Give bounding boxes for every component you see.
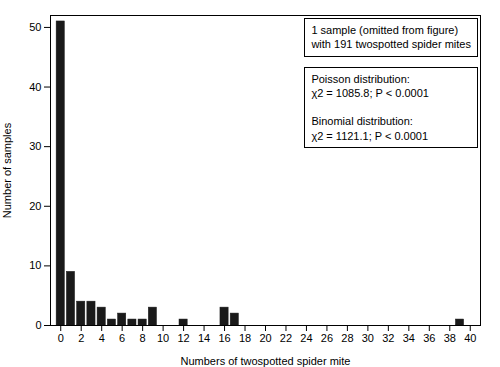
svg-text:20: 20 bbox=[29, 200, 41, 212]
svg-text:Number of samples: Number of samples bbox=[1, 122, 13, 218]
svg-text:40: 40 bbox=[29, 81, 41, 93]
svg-text:34: 34 bbox=[403, 332, 415, 344]
html-text:1 sample (omitted from figure): 1 sample (omitted from figure) with 191 … bbox=[311, 24, 471, 51]
html-text:Poisson distribution: χ2 = 108: Poisson distribution: χ2 = 1085.8; P < 0… bbox=[311, 72, 429, 142]
svg-text:0: 0 bbox=[35, 319, 41, 331]
svg-text:50: 50 bbox=[29, 21, 41, 33]
svg-text:2: 2 bbox=[78, 332, 84, 344]
svg-text:28: 28 bbox=[341, 332, 353, 344]
svg-text:32: 32 bbox=[382, 332, 394, 344]
svg-text:20: 20 bbox=[259, 332, 271, 344]
svg-text:36: 36 bbox=[423, 332, 435, 344]
svg-text:30: 30 bbox=[29, 140, 41, 152]
svg-text:10: 10 bbox=[29, 259, 41, 271]
svg-text:6: 6 bbox=[119, 332, 125, 344]
svg-text:4: 4 bbox=[99, 332, 105, 344]
svg-text:26: 26 bbox=[321, 332, 333, 344]
svg-text:14: 14 bbox=[198, 332, 210, 344]
svg-text:16: 16 bbox=[218, 332, 230, 344]
svg-text:10: 10 bbox=[157, 332, 169, 344]
svg-text:Numbers of twospotted spider m: Numbers of twospotted spider mite bbox=[181, 355, 351, 367]
svg-text:40: 40 bbox=[464, 332, 476, 344]
svg-text:24: 24 bbox=[300, 332, 312, 344]
svg-text:18: 18 bbox=[239, 332, 251, 344]
svg-text:12: 12 bbox=[177, 332, 189, 344]
svg-text:38: 38 bbox=[444, 332, 456, 344]
svg-text:22: 22 bbox=[280, 332, 292, 344]
svg-text:30: 30 bbox=[362, 332, 374, 344]
svg-text:8: 8 bbox=[140, 332, 146, 344]
svg-text:0: 0 bbox=[58, 332, 64, 344]
